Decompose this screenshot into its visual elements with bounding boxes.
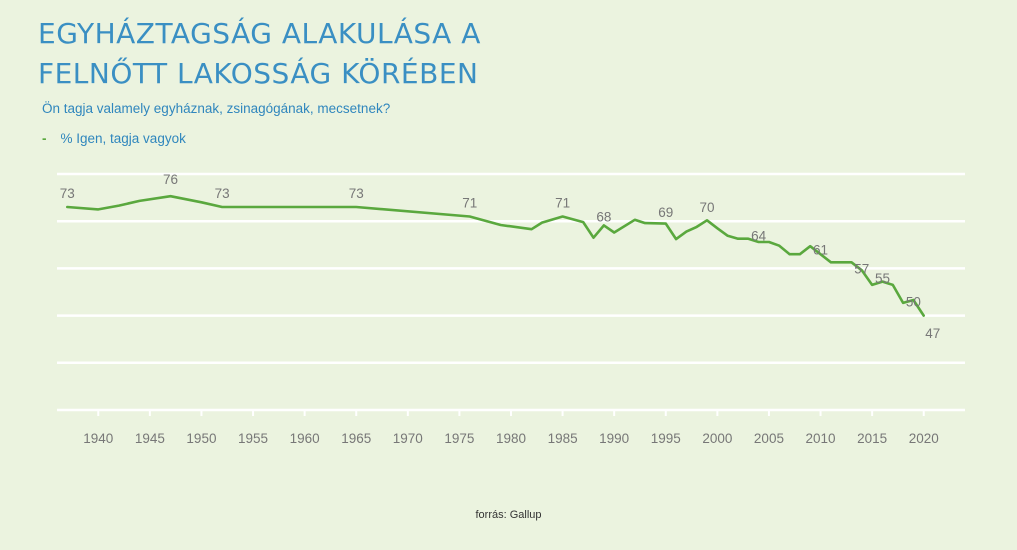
data-label: 47	[925, 326, 940, 341]
x-tick-label: 1980	[496, 431, 526, 446]
legend: - % Igen, tagja vagyok	[42, 131, 186, 146]
x-tick-label: 1950	[186, 431, 216, 446]
source-note: forrás: Gallup	[475, 509, 542, 521]
x-tick-label: 1945	[135, 431, 165, 446]
title-line-1: EGYHÁZTAGSÁG ALAKULÁSA A	[38, 17, 481, 50]
data-label: 73	[215, 186, 230, 201]
x-tick-label: 1960	[290, 431, 320, 446]
chart-subtitle: Ön tagja valamely egyháznak, zsinagógána…	[42, 101, 391, 116]
x-tick-label: 1990	[599, 431, 629, 446]
data-label: 68	[596, 210, 611, 225]
x-tick-label: 2005	[754, 431, 784, 446]
data-label: 71	[462, 195, 477, 210]
data-label: 76	[163, 172, 178, 187]
x-tick-label: 2015	[857, 431, 887, 446]
x-tick-label: 1995	[651, 431, 681, 446]
data-label: 64	[751, 229, 767, 244]
data-label: 55	[875, 271, 890, 286]
series-line	[66, 194, 926, 317]
data-label: 57	[854, 262, 869, 277]
data-labels: 73 76 73 73 71 71 68 69 70 64 61 57 55 50 47	[60, 172, 940, 341]
data-label: 73	[60, 186, 75, 201]
x-tick-label: 1940	[83, 431, 113, 446]
x-tick-label: 1965	[341, 431, 371, 446]
data-label: 61	[813, 243, 828, 258]
x-tick-label: 2010	[806, 431, 836, 446]
title-line-2: FELNŐTT LAKOSSÁG KÖRÉBEN	[38, 57, 479, 90]
series-group	[66, 194, 926, 317]
gridlines	[57, 172, 965, 412]
x-tick-label: 1985	[548, 431, 578, 446]
data-label: 69	[658, 205, 673, 220]
chart-title: EGYHÁZTAGSÁG ALAKULÁSA A FELNŐTT LAKOSSÁ…	[38, 14, 481, 94]
data-label: 70	[700, 200, 715, 215]
legend-marker: -	[42, 131, 47, 146]
data-label: 71	[555, 195, 570, 210]
legend-label: % Igen, tagja vagyok	[60, 131, 186, 146]
x-tick-label: 1955	[238, 431, 268, 446]
x-tick-label: 1970	[393, 431, 423, 446]
x-axis-ticks: 1940 1945 1950 1955 1960 1965 1970 1975 1980 1985…	[83, 410, 939, 446]
x-tick-label: 2000	[702, 431, 732, 446]
x-tick-label: 2020	[909, 431, 939, 446]
data-label: 50	[906, 295, 921, 310]
data-label: 73	[349, 186, 364, 201]
x-tick-label: 1975	[444, 431, 474, 446]
